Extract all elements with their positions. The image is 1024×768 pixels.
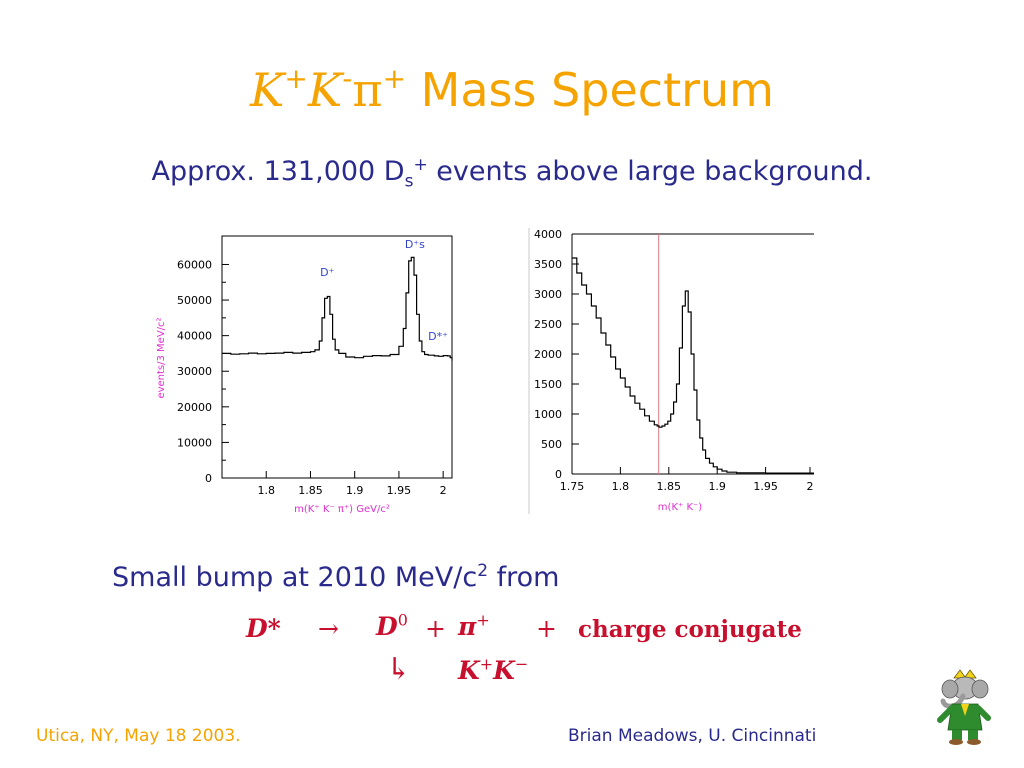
- eq-k2-sup: −: [514, 654, 529, 674]
- x-tick-label: 1.9: [708, 480, 726, 493]
- y-tick-label: 60000: [177, 258, 212, 271]
- subtitle-post: events above large background.: [427, 156, 873, 187]
- eq-d0: D: [376, 612, 398, 641]
- x-axis-label: m(K⁺ K⁻): [658, 502, 702, 513]
- x-axis-label: m(K⁺ K⁻ π⁺) GeV/c²: [294, 504, 390, 515]
- x-tick-label: 1.9: [346, 484, 364, 497]
- y-tick-label: 1000: [534, 408, 562, 421]
- subtitle: Approx. 131,000 Ds+ events above large b…: [0, 155, 1024, 190]
- footer-venue: Utica, NY, May 18 2003.: [36, 726, 241, 746]
- bump-text: Small bump at 2010 MeV/c2 from: [112, 562, 559, 593]
- title-pi: π: [352, 63, 383, 117]
- subtitle-pre: Approx. 131,000 D: [151, 156, 405, 187]
- y-tick-label: 0: [205, 472, 212, 485]
- y-tick-label: 10000: [177, 436, 212, 449]
- x-tick-label: 1.85: [657, 480, 682, 493]
- eq-arrow: →: [318, 614, 339, 643]
- x-tick-label: 1.8: [257, 484, 275, 497]
- y-tick-label: 20000: [177, 401, 212, 414]
- x-tick-label: 2: [440, 484, 447, 497]
- x-tick-label: 1.75: [560, 480, 585, 493]
- series-line: [572, 257, 814, 474]
- subtitle-sup: +: [413, 155, 428, 175]
- x-tick-label: 1.8: [612, 480, 630, 493]
- bump-sup: 2: [477, 561, 489, 581]
- y-tick-label: 500: [541, 438, 562, 451]
- y-axis-label: events/3 MeV/c²: [156, 317, 167, 398]
- x-tick-label: 1.85: [298, 484, 323, 497]
- eq-d0-sup: 0: [397, 610, 408, 630]
- y-tick-label: 3500: [534, 258, 562, 271]
- series-line: [222, 256, 453, 361]
- eq-pi: π: [458, 612, 477, 641]
- plot-frame: [221, 235, 453, 479]
- eq-d0-group: D0: [376, 612, 408, 641]
- y-tick-label: 4000: [534, 228, 562, 241]
- y-tick-label: 1500: [534, 378, 562, 391]
- title-sup-2: -: [342, 62, 353, 95]
- eq-k1: K: [458, 656, 480, 685]
- elephant-mascot-icon: [937, 669, 991, 745]
- eq-plus: +: [425, 614, 446, 643]
- x-tick-label: 1.95: [387, 484, 412, 497]
- eq-k1-sup: +: [479, 654, 494, 674]
- title-k-plus: K: [250, 63, 285, 117]
- eq-kk-group: K+K−: [458, 656, 528, 685]
- eq-charge-conjugate: charge conjugate: [578, 616, 802, 643]
- y-tick-label: 0: [555, 468, 562, 481]
- y-tick-label: 50000: [177, 294, 212, 307]
- eq-plus-2: +: [536, 614, 557, 643]
- title-sup-3: +: [382, 62, 407, 95]
- decay-equation: D* → D0 + π+ + charge conjugate ↳ K+K−: [0, 608, 1024, 698]
- eq-pi-group: π+: [458, 612, 490, 641]
- y-tick-label: 2000: [534, 348, 562, 361]
- title-text: Mass Spectrum: [420, 63, 774, 117]
- peak-annotation: D*⁺: [428, 330, 448, 343]
- x-tick-label: 1.95: [753, 480, 778, 493]
- bump-pre: Small bump at 2010 MeV/c: [112, 562, 478, 593]
- eq-dstar: D*: [246, 614, 281, 643]
- eq-pi-sup: +: [476, 610, 490, 630]
- bump-post: from: [488, 562, 560, 593]
- eq-k2: K: [493, 656, 515, 685]
- subtitle-sub: s: [404, 171, 414, 192]
- y-tick-label: 30000: [177, 365, 212, 378]
- y-tick-label: 40000: [177, 330, 212, 343]
- peak-annotation: D⁺: [320, 266, 334, 279]
- footer-author: Brian Meadows, U. Cincinnati: [568, 726, 817, 746]
- y-tick-label: 2500: [534, 318, 562, 331]
- title-sup-1: +: [284, 62, 308, 95]
- kk-mass-chart: 0 500 1000 1500 2000 2500 3000 3500 4000 1.75 1.8 1…: [528, 228, 814, 514]
- peak-annotation: D⁺s: [405, 238, 425, 251]
- y-tick-label: 3000: [534, 288, 562, 301]
- kkpi-mass-chart: 0 10000 20000 30000 40000 50000 60000 1.8 1.85 1.…: [156, 235, 453, 515]
- x-tick-label: 2: [807, 480, 814, 493]
- slide-title: K+K-π+ Mass Spectrum: [0, 58, 1024, 122]
- eq-hook-arrow: ↳: [386, 652, 412, 687]
- title-k-minus: K: [307, 63, 343, 117]
